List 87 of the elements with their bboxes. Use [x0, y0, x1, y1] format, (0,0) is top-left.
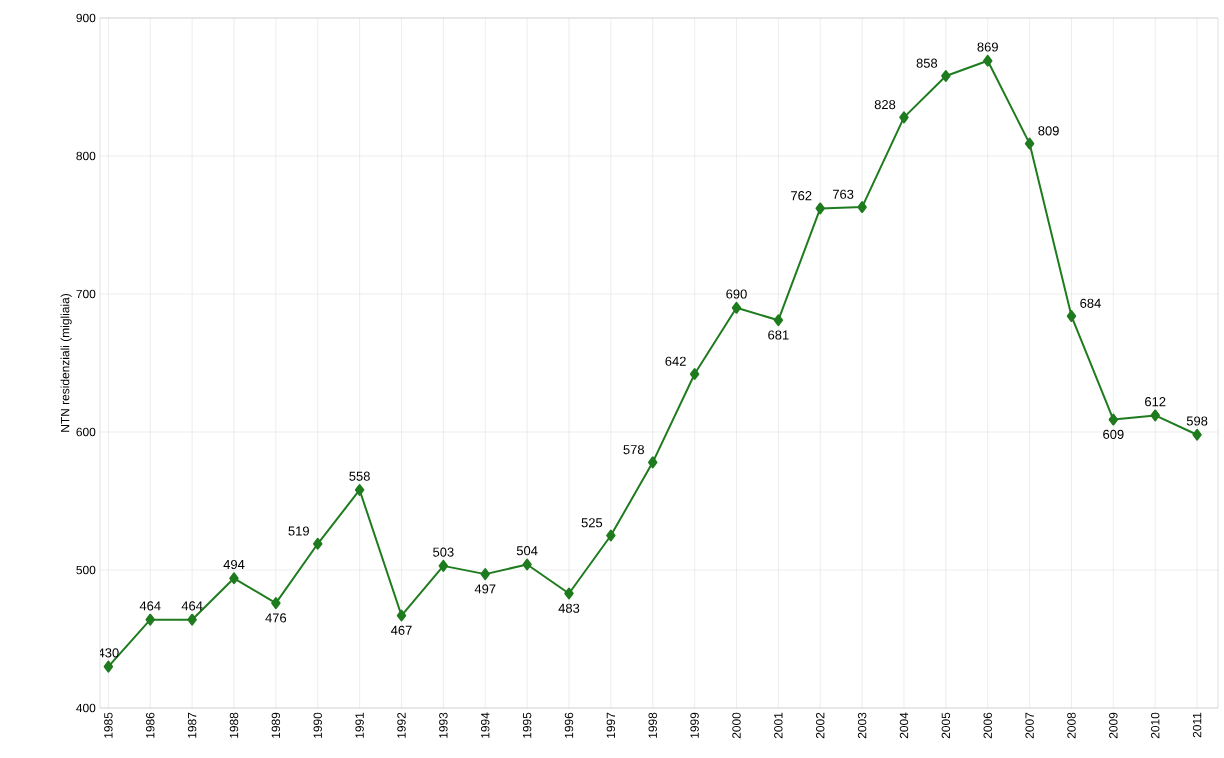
data-label: 858 [916, 58, 938, 68]
data-label: 503 [433, 547, 454, 557]
y-tick-label: 400 [76, 703, 96, 713]
y-tick-label: 800 [76, 151, 96, 161]
point [773, 314, 784, 327]
x-tick-label: 1989 [271, 712, 281, 738]
point [982, 54, 993, 67]
point [1024, 137, 1035, 150]
point [648, 456, 658, 469]
data-label: 497 [474, 584, 496, 594]
x-tick-label: 1995 [522, 712, 532, 738]
data-label: 609 [1103, 429, 1124, 439]
data-label: 519 [288, 526, 309, 536]
x-tick-label: 2009 [1109, 712, 1118, 739]
point [1108, 413, 1119, 426]
x-tick-label: 1987 [187, 712, 197, 738]
data-label: 494 [223, 559, 245, 570]
point [354, 483, 365, 496]
x-tick-label: 2003 [857, 712, 867, 739]
x-tick-label: 2001 [774, 712, 783, 739]
point [480, 568, 490, 581]
data-label: 828 [874, 100, 896, 110]
data-label: 476 [265, 613, 287, 623]
x-tick-label: 2011 [1192, 712, 1202, 738]
data-label: 525 [581, 518, 603, 528]
x-tick-label: 2007 [1025, 712, 1034, 739]
x-tick-label: 1993 [439, 712, 448, 738]
y-tick-label: 500 [76, 565, 96, 575]
point [1066, 310, 1077, 323]
data-label: 578 [623, 445, 644, 455]
x-tick-label: 1985 [104, 712, 113, 738]
point [145, 613, 155, 626]
x-tick-label: 2000 [732, 712, 741, 739]
data-label: 642 [665, 356, 686, 366]
x-tick-label: 1990 [313, 712, 322, 738]
point [313, 537, 323, 550]
point [857, 201, 867, 214]
data-label: 598 [1186, 416, 1208, 426]
data-label: 809 [1038, 126, 1059, 136]
point [229, 572, 239, 585]
data-label: 690 [726, 289, 747, 299]
data-label: 464 [139, 601, 161, 611]
point [1150, 409, 1160, 422]
x-tick-label: 2004 [899, 712, 909, 739]
point [941, 69, 951, 82]
x-tick-label: 2008 [1067, 712, 1076, 739]
x-tick-label: 2010 [1150, 712, 1160, 739]
point [187, 613, 197, 626]
x-tick-label: 1992 [397, 712, 406, 738]
x-tick-label: 1999 [690, 712, 699, 738]
y-tick-label: 900 [76, 13, 96, 23]
point [396, 609, 407, 622]
y-axis-title: NTN residenziali (migliaia) [60, 294, 72, 432]
point [438, 559, 449, 572]
data-label: 681 [768, 330, 789, 340]
data-label: 558 [349, 471, 370, 481]
point [606, 529, 616, 542]
x-tick-label: 1986 [146, 712, 155, 738]
data-label: 869 [977, 42, 998, 52]
point [522, 558, 532, 571]
point [815, 202, 825, 215]
data-label: 504 [516, 546, 538, 556]
point [271, 597, 281, 610]
x-tick-label: 1991 [355, 712, 364, 738]
data-label: 483 [558, 603, 580, 613]
data-label: 467 [390, 625, 412, 635]
point [899, 111, 909, 124]
x-tick-label: 2006 [983, 712, 992, 739]
y-tick-label: 600 [76, 427, 96, 437]
x-tick-label: 1988 [229, 712, 239, 738]
point [731, 301, 742, 314]
x-tick-label: 2002 [816, 712, 825, 739]
data-label: 762 [791, 191, 812, 201]
x-tick-label: 1994 [481, 712, 490, 738]
y-tick-label: 700 [76, 289, 96, 299]
data-label: 612 [1145, 397, 1166, 407]
x-tick-label: 1998 [648, 712, 657, 738]
point [103, 660, 114, 673]
data-label: 684 [1080, 298, 1101, 308]
data-label: 763 [832, 189, 854, 199]
point [689, 368, 700, 381]
x-tick-label: 1997 [606, 712, 616, 738]
data-label: 464 [181, 601, 203, 611]
x-tick-label: 1996 [564, 712, 574, 738]
point [564, 587, 574, 600]
point [1192, 428, 1202, 441]
x-tick-label: 2005 [941, 712, 951, 739]
